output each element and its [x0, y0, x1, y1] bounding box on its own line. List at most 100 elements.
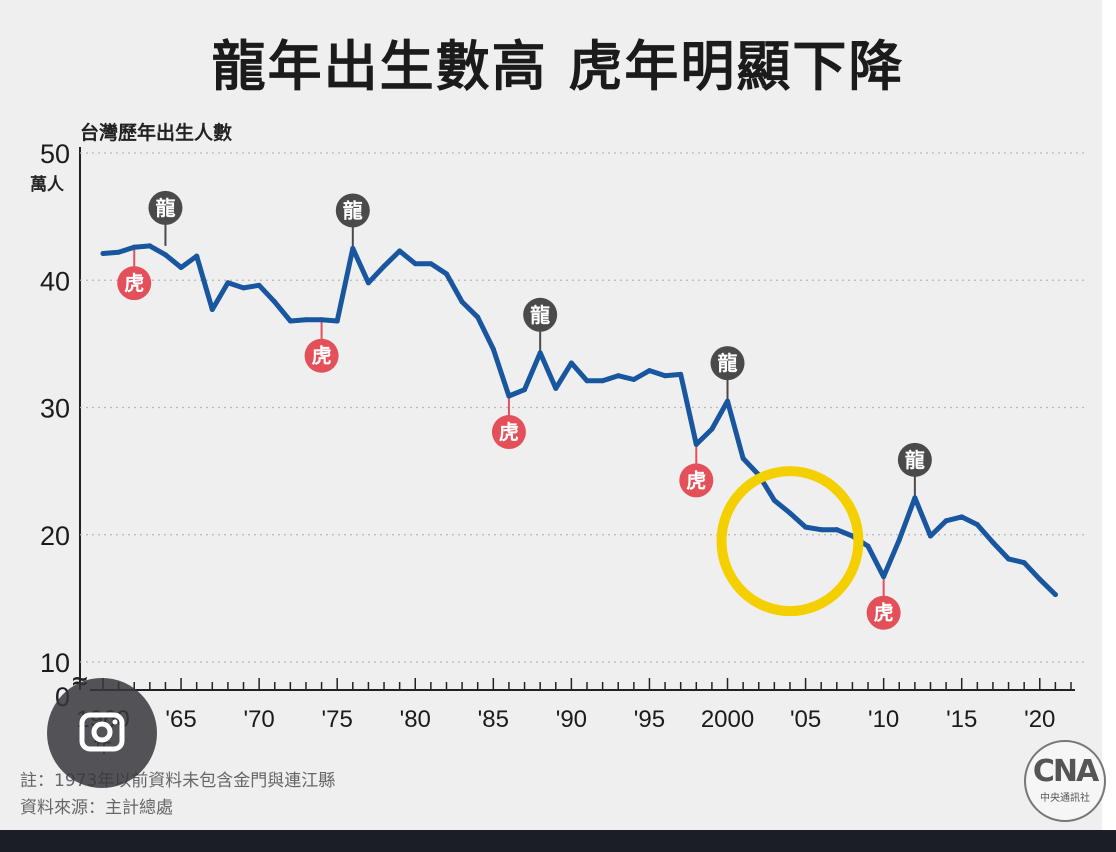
cna-logo-icon: CNA 中央通訊社 — [1024, 740, 1106, 822]
dragon-year-label: 龍 — [343, 198, 363, 222]
x-tick-label: 2000 — [701, 706, 754, 733]
dragon-year-label: 龍 — [718, 351, 738, 375]
tiger-year-label: 虎 — [124, 271, 144, 295]
data-point — [365, 280, 371, 286]
bottom-bar — [0, 830, 1116, 852]
data-point — [600, 378, 606, 384]
x-tick-label: '85 — [478, 706, 509, 733]
data-point — [225, 280, 231, 286]
dragon-year-label: 龍 — [530, 303, 550, 327]
highlight-circle — [716, 466, 864, 617]
data-point — [537, 350, 543, 356]
data-point — [147, 243, 153, 249]
data-point — [740, 455, 746, 461]
data-point — [584, 378, 590, 384]
x-tick-label: '15 — [946, 706, 977, 733]
data-point — [943, 518, 949, 524]
data-point — [678, 371, 684, 377]
tiger-year-badge — [117, 266, 152, 301]
y-tick-label: 50 — [40, 139, 70, 169]
camera-lens-icon[interactable] — [47, 678, 157, 788]
data-point — [818, 527, 824, 533]
data-point — [881, 574, 887, 580]
data-point — [256, 282, 262, 288]
data-point — [974, 522, 980, 528]
chart-source: 資料來源：主計總處 — [20, 798, 173, 818]
image-frame-edge — [1102, 0, 1116, 852]
data-point — [131, 244, 137, 250]
data-point — [397, 248, 403, 254]
x-tick-label: '80 — [400, 706, 431, 733]
data-point — [990, 539, 996, 545]
tiger-year-label: 虎 — [686, 468, 706, 492]
dragon-year-badge — [335, 193, 370, 228]
data-point — [194, 253, 200, 259]
data-point — [412, 261, 418, 267]
data-point — [631, 377, 637, 383]
data-point — [803, 524, 809, 530]
data-point — [568, 360, 574, 366]
data-point — [100, 251, 106, 257]
data-point — [865, 543, 871, 549]
data-point — [725, 398, 731, 404]
dragon-year-label: 龍 — [905, 448, 925, 472]
data-point — [615, 373, 621, 379]
data-point — [241, 285, 247, 291]
x-tick-label: '05 — [790, 706, 821, 733]
data-point — [896, 537, 902, 543]
data-point — [912, 495, 918, 501]
data-point — [787, 510, 793, 516]
data-point — [475, 314, 481, 320]
data-point — [443, 271, 449, 277]
dragon-year-badge — [523, 297, 558, 332]
x-tick-label: '90 — [556, 706, 587, 733]
data-point — [522, 387, 528, 393]
tiger-year-badge — [491, 415, 526, 450]
data-point — [927, 533, 933, 539]
tiger-year-label: 虎 — [499, 420, 519, 444]
data-point — [428, 261, 434, 267]
data-point — [209, 307, 215, 313]
y-tick-label: 30 — [40, 394, 70, 424]
x-tick-label: '75 — [322, 706, 353, 733]
data-point — [771, 497, 777, 503]
logo-word: CNA — [1032, 754, 1099, 789]
x-tick-label: '65 — [165, 706, 196, 733]
data-point — [693, 441, 699, 447]
data-point — [334, 318, 340, 324]
data-point — [834, 527, 840, 533]
dragon-year-label: 龍 — [155, 196, 175, 220]
tiger-year-badge — [304, 338, 339, 373]
x-tick-label: '70 — [243, 706, 274, 733]
data-point — [350, 245, 356, 251]
data-point — [1006, 556, 1012, 562]
y-tick-label: 10 — [40, 648, 70, 678]
y-axis-unit-label: 萬人 — [30, 175, 64, 195]
chart-subtitle: 台灣歷年出生人數 — [80, 122, 233, 144]
tiger-year-badge — [679, 463, 714, 498]
data-point — [381, 263, 387, 269]
lens-glyph — [79, 712, 125, 752]
data-point — [709, 426, 715, 432]
x-tick-label: '10 — [868, 706, 899, 733]
data-point — [459, 299, 465, 305]
data-point — [506, 393, 512, 399]
data-point — [272, 299, 278, 305]
x-tick-label: '20 — [1024, 706, 1055, 733]
x-tick-label: '95 — [634, 706, 665, 733]
dragon-year-badge — [710, 346, 745, 381]
data-point — [490, 346, 496, 352]
y-tick-label: 20 — [40, 521, 70, 551]
data-point — [959, 514, 965, 520]
tiger-year-label: 虎 — [874, 601, 894, 625]
data-point — [303, 317, 309, 323]
data-point — [162, 252, 168, 258]
data-point — [319, 317, 325, 323]
data-point — [178, 265, 184, 271]
tiger-year-label: 虎 — [312, 344, 332, 368]
y-tick-label: 40 — [40, 266, 70, 296]
data-point — [662, 373, 668, 379]
data-point — [1021, 560, 1027, 566]
logo-sub: 中央通訊社 — [1040, 793, 1090, 804]
